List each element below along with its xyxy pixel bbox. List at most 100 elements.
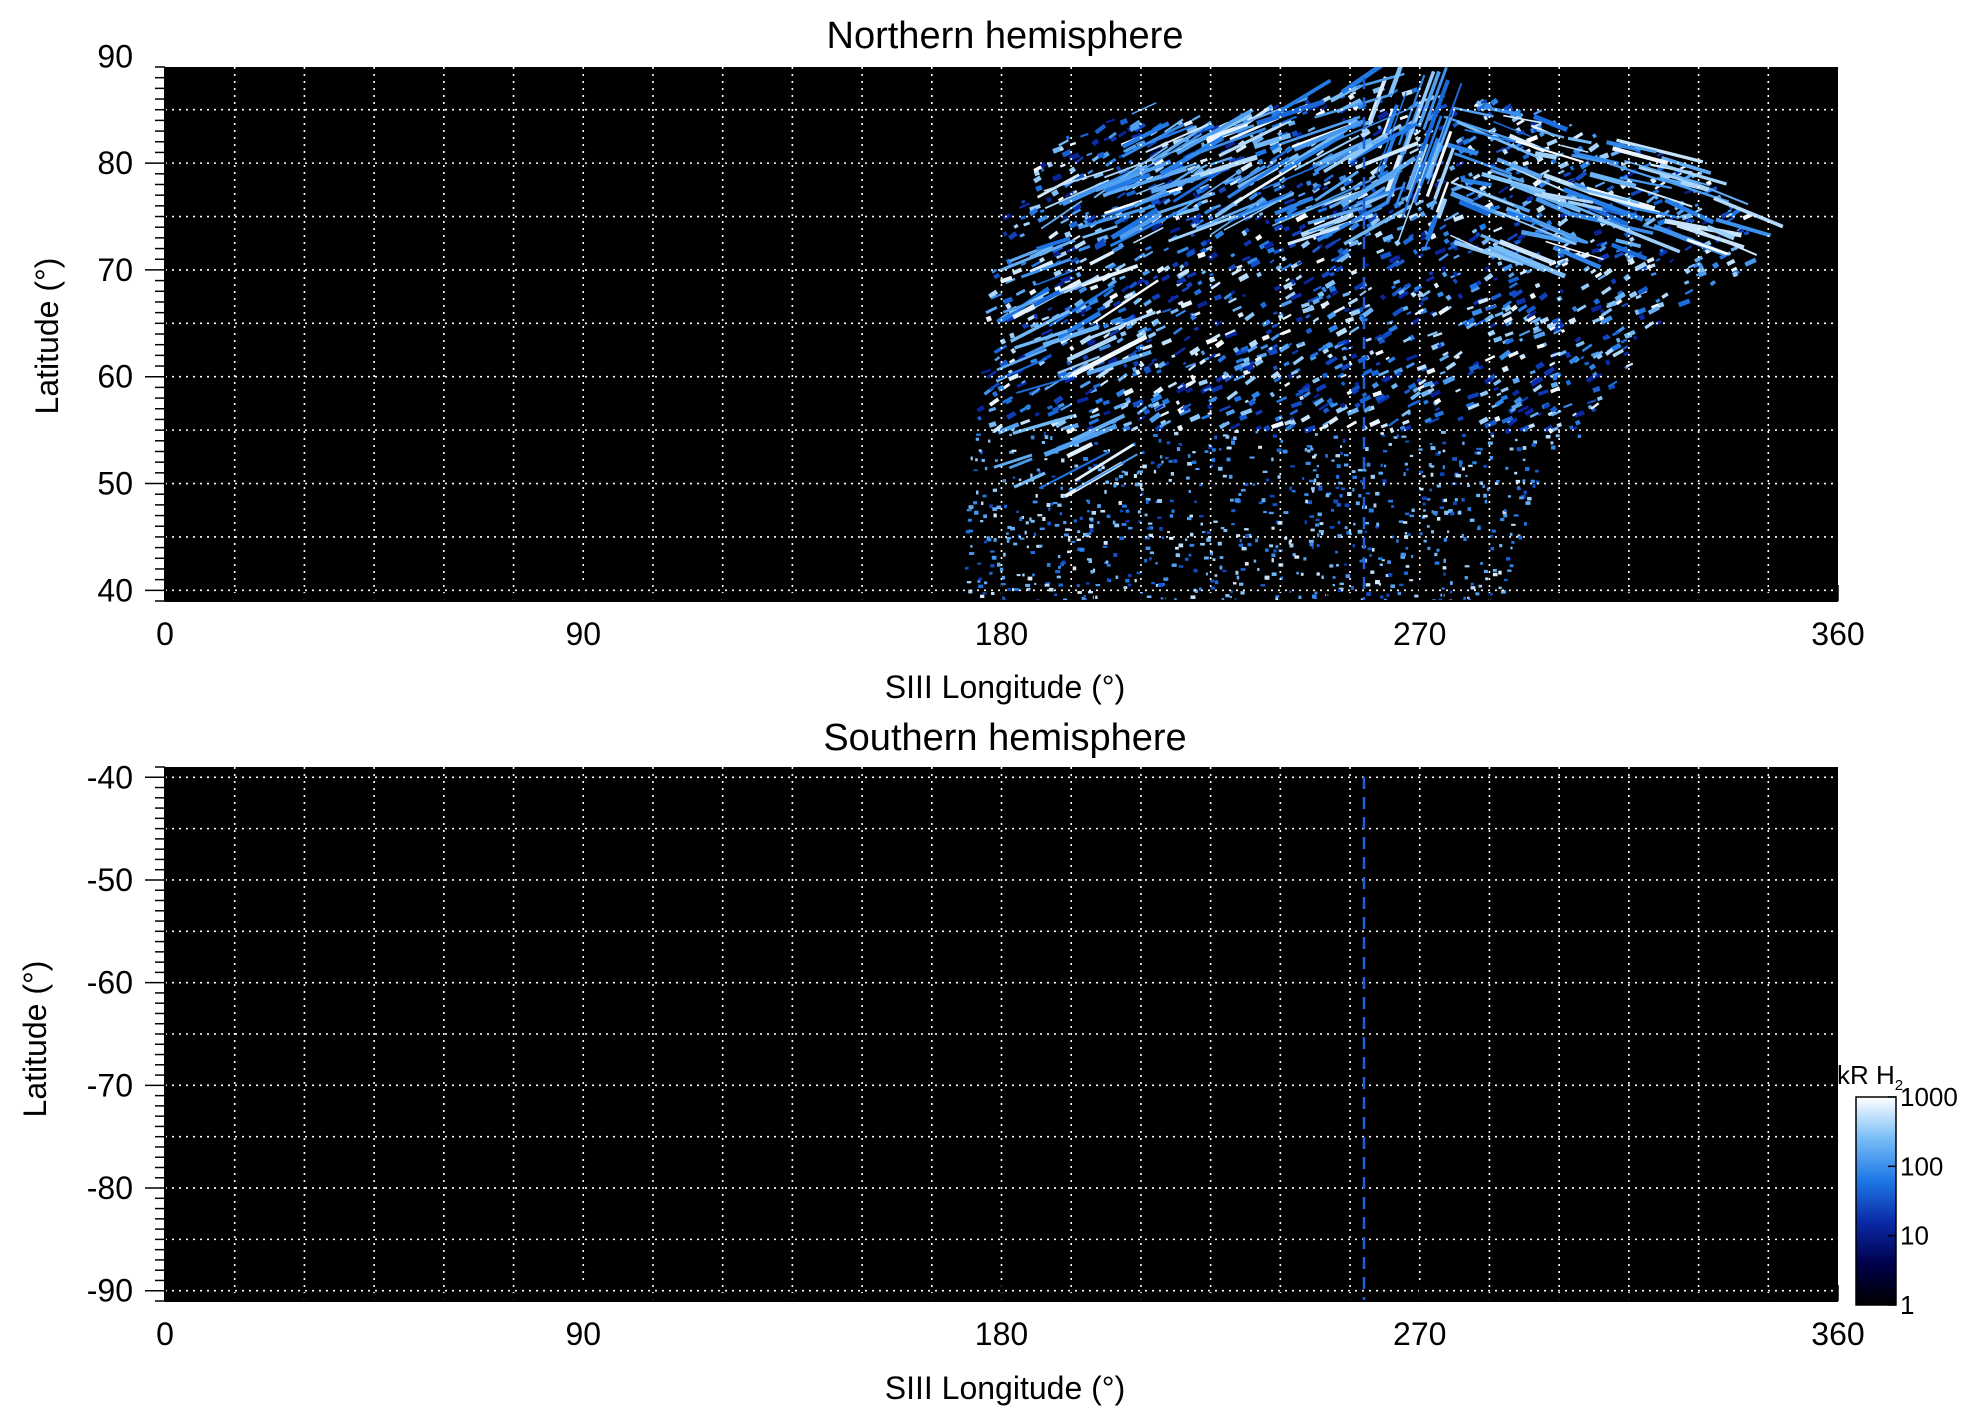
emission-speckle [1406, 468, 1409, 471]
emission-speckle [1466, 191, 1475, 197]
emission-speckle [1428, 417, 1440, 424]
emission-arc [1545, 240, 1604, 261]
emission-speckle [1040, 328, 1053, 336]
emission-speckle [1141, 343, 1153, 351]
emission-speckle [1138, 362, 1145, 368]
emission-speckle [1169, 514, 1174, 518]
emission-speckle [1105, 560, 1109, 564]
emission-speckle [1484, 419, 1497, 429]
emission-speckle [981, 458, 985, 462]
emission-speckle [1148, 526, 1154, 530]
emission-speckle [1273, 365, 1278, 371]
emission-speckle [1308, 539, 1314, 544]
emission-speckle [1385, 573, 1390, 578]
emission-speckle [1454, 498, 1458, 502]
emission-speckle [1359, 289, 1367, 297]
emission-speckle [1108, 131, 1117, 140]
emission-arc [1044, 361, 1089, 391]
emission-speckle [1489, 455, 1493, 460]
emission-speckle [1240, 161, 1253, 172]
emission-speckle [1388, 254, 1401, 264]
emission-speckle [1159, 455, 1163, 459]
emission-speckle [1002, 231, 1008, 237]
emission-speckle [1171, 563, 1177, 567]
emission-speckle [1075, 271, 1082, 278]
emission-speckle [1434, 410, 1445, 418]
emission-speckle [1167, 531, 1170, 534]
emission-speckle [1531, 317, 1541, 324]
emission-speckle [1419, 210, 1426, 218]
emission-speckle [1290, 370, 1299, 375]
emission-speckle [1459, 464, 1462, 468]
emission-speckle [1476, 493, 1481, 498]
emission-speckle [1300, 240, 1311, 249]
emission-speckle [1151, 358, 1158, 363]
emission-arc [1176, 108, 1254, 156]
emission-speckle [1117, 372, 1128, 382]
emission-speckle [1128, 281, 1138, 289]
emission-speckle [1410, 291, 1417, 298]
emission-speckle [1143, 365, 1151, 372]
emission-speckle [1543, 366, 1556, 377]
emission-speckle [1438, 451, 1441, 454]
emission-speckle [1516, 487, 1521, 491]
emission-speckle [973, 469, 978, 472]
emission-speckle [1069, 220, 1079, 229]
emission-speckle [1429, 442, 1433, 446]
emission-speckle [1100, 510, 1106, 513]
emission-speckle [1457, 141, 1463, 146]
emission-speckle [1157, 361, 1166, 369]
emission-speckle [1019, 404, 1032, 413]
emission-arc [1486, 106, 1522, 117]
x-tick-label: 360 [1811, 1316, 1864, 1352]
emission-speckle [1112, 300, 1121, 307]
emission-speckle [1373, 503, 1377, 508]
emission-speckle [1352, 475, 1357, 480]
emission-speckle [1411, 554, 1414, 559]
emission-speckle [1294, 555, 1300, 559]
emission-speckle [1614, 292, 1626, 302]
emission-speckle [1053, 593, 1058, 597]
emission-speckle [1335, 486, 1340, 489]
emission-speckle [1058, 139, 1069, 147]
emission-speckle [1357, 241, 1362, 246]
emission-speckle [1208, 396, 1218, 403]
emission-speckle [1498, 185, 1509, 194]
emission-speckle [1409, 454, 1414, 458]
emission-speckle [1441, 271, 1448, 278]
emission-speckle [1438, 305, 1450, 316]
emission-speckle [1378, 583, 1382, 586]
emission-speckle [1288, 540, 1292, 545]
emission-speckle [1309, 515, 1315, 518]
emission-speckle [1546, 138, 1558, 147]
emission-speckle [1726, 212, 1733, 218]
emission-speckle [1483, 272, 1494, 282]
emission-speckle [1106, 563, 1111, 567]
emission-speckle [1239, 539, 1242, 543]
emission-speckle [1185, 379, 1196, 387]
emission-speckle [988, 289, 999, 299]
emission-speckle [1113, 402, 1125, 410]
emission-speckle [1102, 322, 1110, 329]
emission-speckle [1444, 510, 1449, 515]
emission-speckle [1378, 471, 1384, 475]
emission-speckle [1015, 288, 1026, 296]
emission-speckle [1346, 531, 1350, 535]
emission-speckle [1117, 191, 1126, 199]
emission-speckle [1064, 190, 1074, 199]
emission-speckle [1330, 509, 1334, 512]
emission-arc [1569, 185, 1640, 205]
emission-speckle [1098, 343, 1111, 352]
emission-speckle [1332, 237, 1342, 244]
emission-speckle [1438, 103, 1448, 111]
emission-speckle [1043, 432, 1046, 436]
emission-speckle [1527, 496, 1532, 501]
emission-speckle [1236, 264, 1243, 269]
emission-speckle [1460, 136, 1465, 140]
emission-speckle [1538, 412, 1542, 417]
emission-speckle [1320, 303, 1326, 309]
emission-speckle [1090, 570, 1094, 574]
emission-arc [1089, 250, 1115, 266]
emission-speckle [1535, 469, 1539, 473]
emission-speckle [1659, 248, 1664, 253]
